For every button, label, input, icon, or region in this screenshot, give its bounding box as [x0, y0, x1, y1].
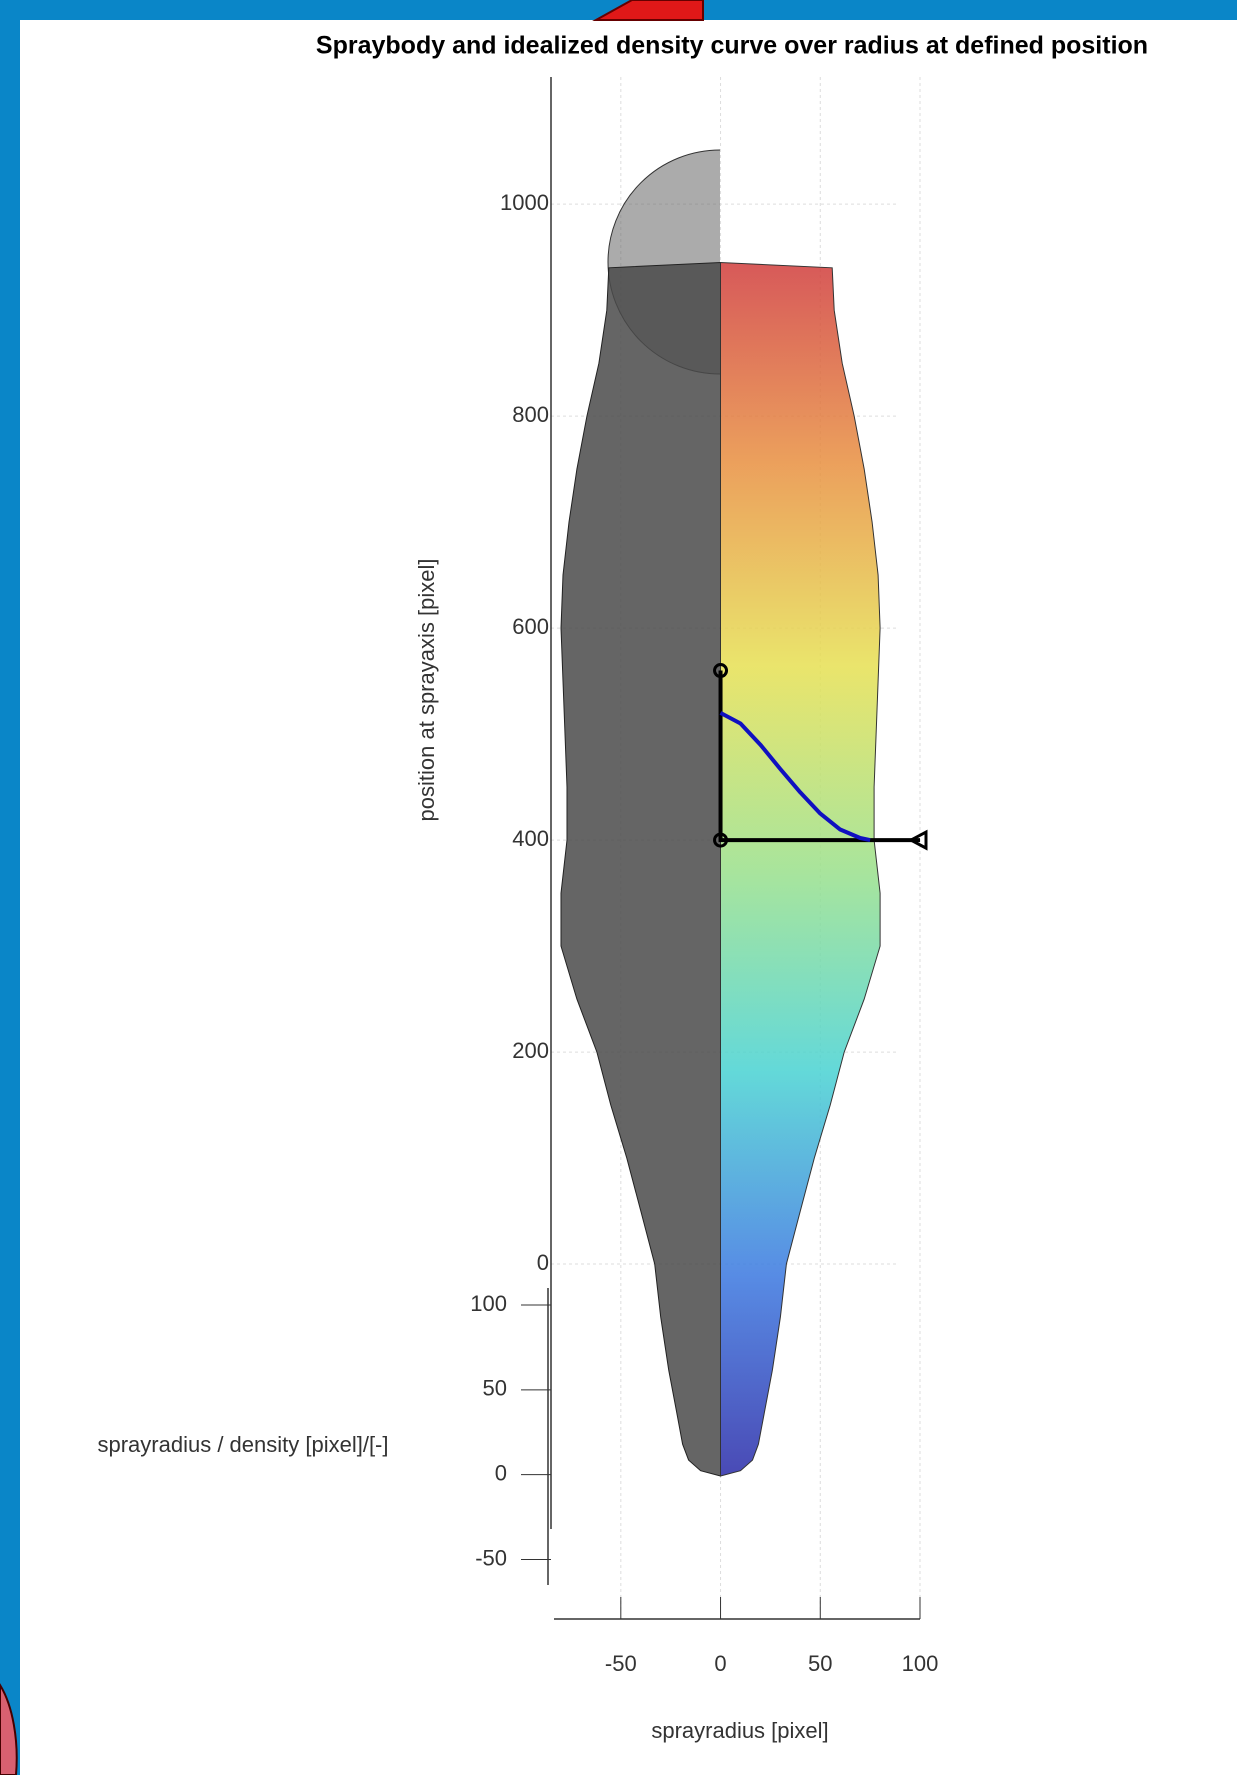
- z-tick-label: 50: [483, 1376, 507, 1401]
- x-tick-label: 50: [808, 1651, 832, 1676]
- y-tick-label: 200: [512, 1038, 549, 1063]
- spray-body-colored: [720, 261, 881, 1477]
- reference-line: [718, 670, 920, 843]
- z-tick-label: 0: [495, 1460, 507, 1485]
- spray-body-shadow: [560, 261, 721, 1477]
- y-tick-label: 800: [512, 402, 549, 427]
- chart-title: Spraybody and idealized density curve ov…: [316, 32, 1148, 60]
- x-tick-label: 100: [902, 1651, 939, 1676]
- marker: [713, 663, 729, 679]
- y-tick-label: 600: [512, 614, 549, 639]
- x-tick-label: -50: [605, 1651, 637, 1676]
- density-curve: [719, 711, 871, 843]
- x-axis-label: sprayradius [pixel]: [651, 1718, 828, 1743]
- z-tick-label: 100: [470, 1291, 507, 1316]
- y-tick-label: 400: [512, 826, 549, 851]
- z-axis-label: sprayradius / density [pixel]/[-]: [97, 1432, 388, 1457]
- z-tick-label: -50: [475, 1545, 507, 1570]
- x-tick-label: 0: [714, 1651, 726, 1676]
- y-axis-label: position at sprayaxis [pixel]: [414, 559, 439, 822]
- marker: [713, 832, 729, 848]
- y-tick-label: 0: [537, 1250, 549, 1275]
- plot-marks: [713, 663, 928, 851]
- y-tick-label: 1000: [500, 190, 549, 215]
- marker: [907, 829, 928, 851]
- spray-body: [560, 149, 881, 1477]
- decoration: [592, 0, 704, 21]
